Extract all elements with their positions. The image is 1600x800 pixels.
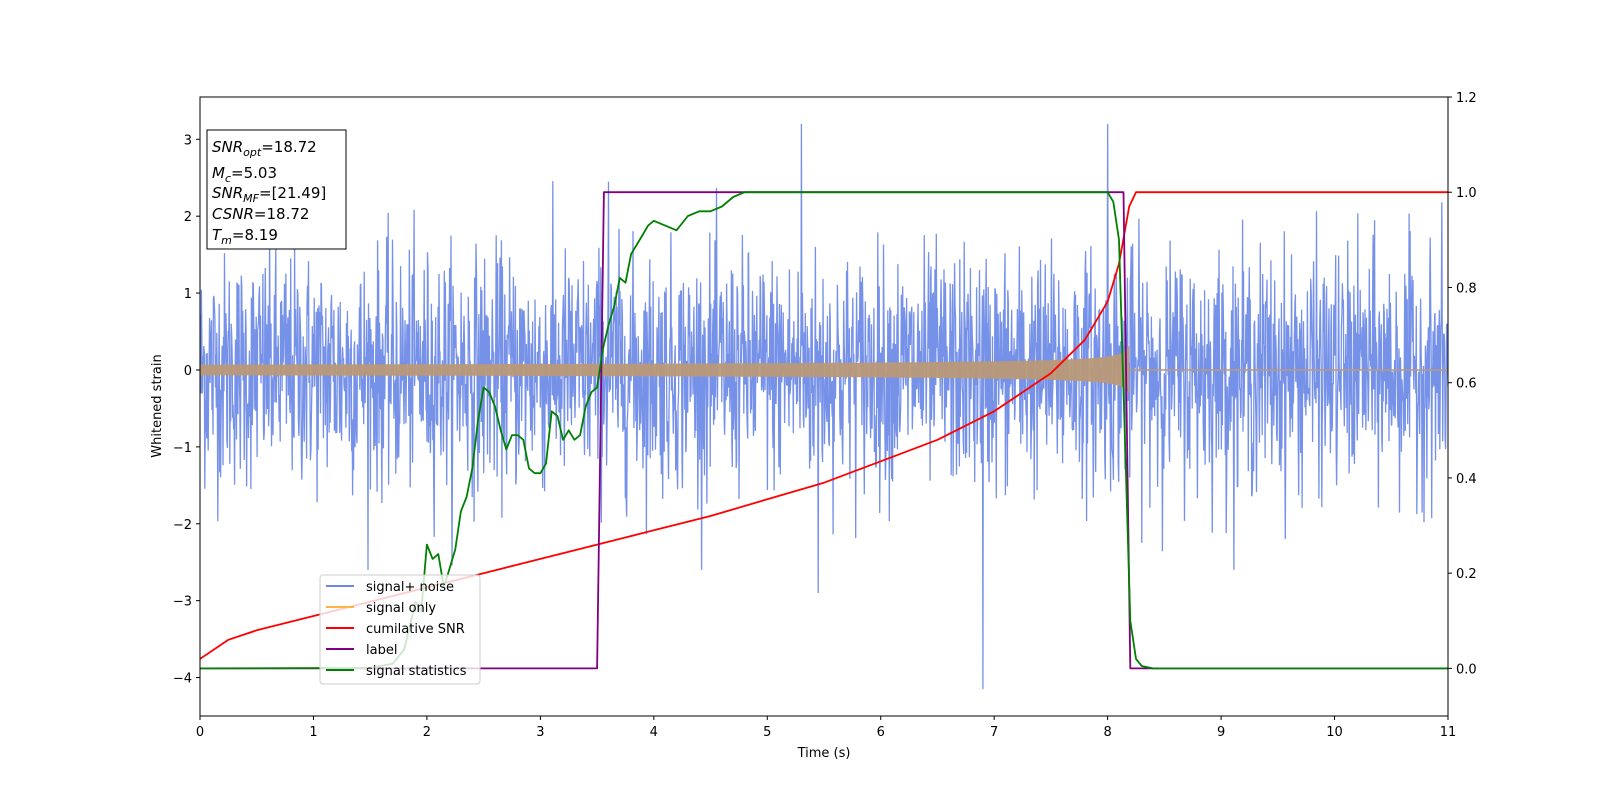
y2-tick-label: 0.4 xyxy=(1456,472,1477,487)
x-tick-label: 10 xyxy=(1326,725,1343,740)
legend-label: signal statistics xyxy=(366,664,467,679)
y-axis-left: 3 2 1 0 −1 −2 −3 −4 xyxy=(173,133,200,687)
info-box-frame xyxy=(206,129,347,250)
y-tick-label: 3 xyxy=(184,133,192,148)
x-axis: 0 1 2 3 4 5 6 7 8 9 10 11 xyxy=(196,716,1456,740)
legend-label: signal+ noise xyxy=(366,580,454,595)
x-tick-label: 1 xyxy=(309,725,317,740)
x-tick-label: 11 xyxy=(1440,725,1457,740)
series-signal-statistics xyxy=(200,191,1448,670)
x-tick-label: 5 xyxy=(763,725,771,740)
info-box-line: CSNR=18.72 xyxy=(212,205,309,223)
y-tick-label: −2 xyxy=(173,518,192,533)
x-tick-label: 9 xyxy=(1217,725,1225,740)
legend-label: label xyxy=(366,643,397,658)
legend-label: cumilative SNR xyxy=(366,622,465,637)
info-box-line: SNRopt=18.72 xyxy=(212,138,317,159)
y-tick-label: −3 xyxy=(173,595,192,610)
x-tick-label: 8 xyxy=(1103,725,1111,740)
x-tick-label: 3 xyxy=(536,725,544,740)
series-signal-only xyxy=(200,345,1130,395)
legend-label: signal only xyxy=(366,601,436,616)
info-box-line: Mc=5.03 xyxy=(212,164,277,185)
legend: signal+ noise signal only cumilative SNR la… xyxy=(319,574,481,685)
x-tick-label: 4 xyxy=(650,725,658,740)
y2-tick-label: 1.2 xyxy=(1456,91,1477,106)
y2-tick-label: 0.0 xyxy=(1456,662,1477,677)
y-tick-label: −4 xyxy=(173,672,192,687)
x-tick-label: 2 xyxy=(423,725,431,740)
x-tick-label: 7 xyxy=(990,725,998,740)
x-tick-label: 0 xyxy=(196,725,204,740)
legend-frame xyxy=(319,574,481,685)
x-tick-label: 6 xyxy=(877,725,885,740)
info-box-line: SNRMF=[21.49] xyxy=(212,184,326,205)
y-axis-label: Whitened strain xyxy=(150,354,165,457)
y-tick-label: 0 xyxy=(184,364,192,379)
x-axis-label: Time (s) xyxy=(797,746,851,761)
y2-tick-label: 1.0 xyxy=(1456,186,1477,201)
y2-tick-label: 0.2 xyxy=(1456,567,1477,582)
y-tick-label: 2 xyxy=(184,210,192,225)
y-tick-label: −1 xyxy=(173,441,192,456)
y-tick-label: 1 xyxy=(184,287,192,302)
stats-info-box: SNRopt=18.72 Mc=5.03SNRMF=[21.49]CSNR=18.… xyxy=(206,129,347,250)
y-axis-right: 1.2 1.0 0.8 0.6 0.4 0.2 0.0 xyxy=(1448,91,1477,677)
info-box-line: Tm=8.19 xyxy=(212,226,278,247)
y2-tick-label: 0.6 xyxy=(1456,377,1477,392)
plot-frame xyxy=(199,96,1449,717)
series-signal-noise xyxy=(200,123,1448,690)
y2-tick-label: 0.8 xyxy=(1456,281,1477,296)
